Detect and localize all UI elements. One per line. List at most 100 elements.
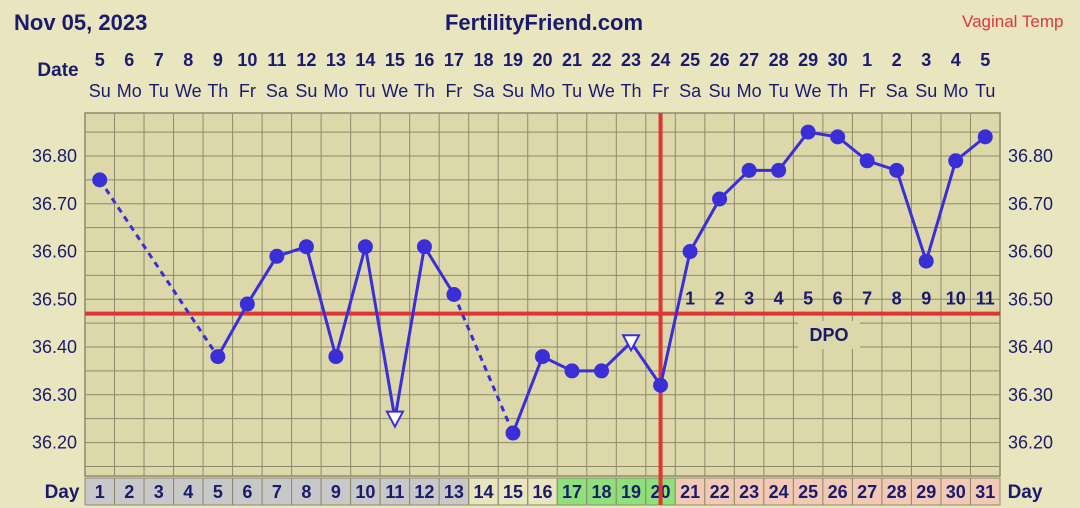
day-of-week-label: Th (414, 81, 435, 101)
day-of-week-label: Mo (323, 81, 348, 101)
cycle-day-cell (379, 477, 411, 506)
y-tick-label-right: 36.60 (1008, 242, 1053, 262)
cycle-day-label: 13 (444, 482, 464, 502)
y-tick-label-right: 36.50 (1008, 289, 1053, 309)
day-row-label-left: Day (45, 482, 80, 503)
cycle-day-cell (114, 477, 145, 506)
temp-segment (304, 246, 338, 357)
temp-point (653, 377, 669, 393)
date-label: 2 (892, 50, 902, 70)
cycle-day-cell (910, 477, 942, 506)
cycle-day-label: 31 (975, 482, 995, 502)
date-label: 19 (503, 50, 523, 70)
date-label: 28 (769, 50, 789, 70)
dpo-label: DPO (809, 325, 848, 345)
dpo-number: 1 (685, 289, 695, 309)
day-of-week-label: Fr (652, 81, 669, 101)
cycle-day-label: 5 (213, 482, 223, 502)
date-label: 9 (213, 50, 223, 70)
y-tick-label-left: 36.60 (32, 242, 77, 262)
cycle-day-label: 14 (473, 482, 493, 502)
date-label: 27 (739, 50, 759, 70)
day-of-week-label: We (382, 81, 409, 101)
temp-point (535, 349, 550, 365)
cycle-day-label: 7 (272, 482, 282, 502)
temp-point (298, 239, 314, 255)
y-tick-label-left: 36.80 (32, 146, 77, 166)
dpo-number: 6 (833, 289, 843, 309)
y-tick-label-left: 36.40 (32, 337, 77, 357)
cycle-day-cell (438, 477, 470, 506)
temp-point (564, 363, 580, 379)
cycle-day-label: 4 (183, 482, 193, 502)
date-label: 13 (326, 50, 346, 70)
dpo-number: 8 (892, 289, 902, 309)
date-label: 5 (980, 50, 990, 70)
y-tick-label-right: 36.20 (1008, 433, 1053, 453)
temp-point (712, 191, 728, 207)
temp-point-discarded (385, 410, 405, 429)
temp-point (771, 162, 787, 178)
day-of-week-label: Tu (355, 81, 375, 101)
day-row-label-right: Day (1008, 482, 1043, 503)
dpo-number: 3 (744, 289, 754, 309)
temp-point (328, 349, 344, 365)
cycle-day-cell (350, 477, 381, 506)
day-of-week-label: Fr (859, 81, 876, 101)
cycle-day-label: 11 (385, 482, 404, 502)
cycle-day-label: 30 (946, 482, 966, 502)
cycle-day-cell (143, 477, 175, 506)
date-label: 26 (710, 50, 730, 70)
cycle-day-cell (969, 477, 1001, 506)
cycle-day-cell (173, 477, 204, 506)
cycle-day-cell (409, 477, 440, 506)
day-of-week-label: Th (207, 81, 228, 101)
dpo-number: 2 (715, 289, 725, 309)
cycle-day-cell (940, 477, 971, 506)
cycle-day-label: 18 (592, 482, 612, 502)
temp-segment (777, 131, 810, 172)
temp-point (741, 162, 757, 178)
day-of-week-label: Tu (149, 81, 169, 101)
day-of-week-label: Sa (472, 81, 495, 101)
date-label: 30 (828, 50, 848, 70)
cycle-day-label: 27 (857, 482, 877, 502)
temp-point (830, 129, 846, 145)
cycle-day-label: 19 (621, 482, 641, 502)
cycle-day-label: 3 (154, 482, 164, 502)
cycle-day-label: 15 (503, 482, 523, 502)
temp-point (210, 349, 226, 365)
date-label: 24 (651, 50, 671, 70)
temp-segment-dotted (98, 179, 220, 358)
date-label: 21 (562, 50, 582, 70)
cycle-day-cell (320, 477, 352, 506)
day-of-week-label: Fr (445, 81, 462, 101)
day-of-week-label: We (795, 81, 822, 101)
y-tick-label-left: 36.50 (32, 289, 77, 309)
day-of-week-label: Su (502, 81, 524, 101)
cycle-day-label: 23 (739, 482, 759, 502)
day-of-week-label: Su (709, 81, 731, 101)
plot-area (84, 112, 1001, 477)
date-row-label: Date (37, 60, 78, 81)
y-tick-label-left: 36.30 (32, 385, 77, 405)
day-of-week-label: Th (827, 81, 848, 101)
day-of-week-label: Tu (768, 81, 788, 101)
temp-point (357, 239, 373, 255)
cycle-day-cell (881, 477, 912, 506)
y-tick-label-left: 36.70 (32, 194, 77, 214)
date-label: 12 (296, 50, 316, 70)
temp-point (918, 253, 934, 269)
date-label: 15 (385, 50, 405, 70)
cycle-day-cell (733, 477, 765, 506)
temp-segment (659, 251, 692, 386)
day-of-week-label: Mo (117, 81, 142, 101)
day-of-week-label: Mo (737, 81, 762, 101)
temp-segment (511, 356, 544, 434)
temp-segment (629, 341, 662, 387)
y-tick-label-right: 36.30 (1008, 385, 1053, 405)
cycle-day-cell (763, 477, 794, 506)
day-of-week-label: Tu (975, 81, 995, 101)
date-label: 11 (267, 50, 286, 70)
